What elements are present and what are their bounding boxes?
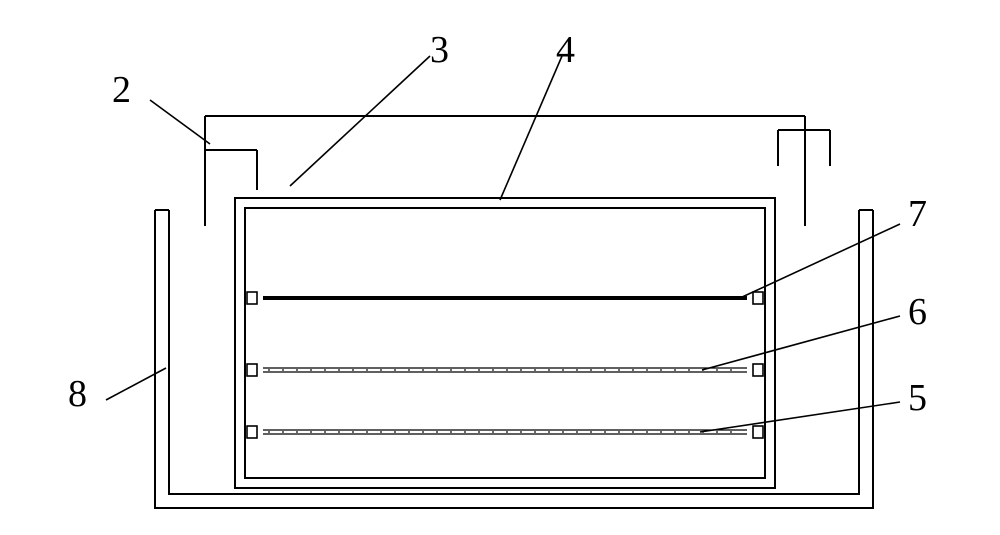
callout-7: 7 [908, 192, 927, 236]
callout-6: 6 [908, 290, 927, 334]
callout-5: 5 [908, 376, 927, 420]
callout-3: 3 [430, 28, 449, 72]
callout-8: 8 [68, 372, 87, 416]
callout-4: 4 [556, 28, 575, 72]
callout-2: 2 [112, 68, 131, 112]
diagram-svg [0, 0, 1000, 535]
diagram-stage: 2 3 4 5 6 7 8 [0, 0, 1000, 535]
